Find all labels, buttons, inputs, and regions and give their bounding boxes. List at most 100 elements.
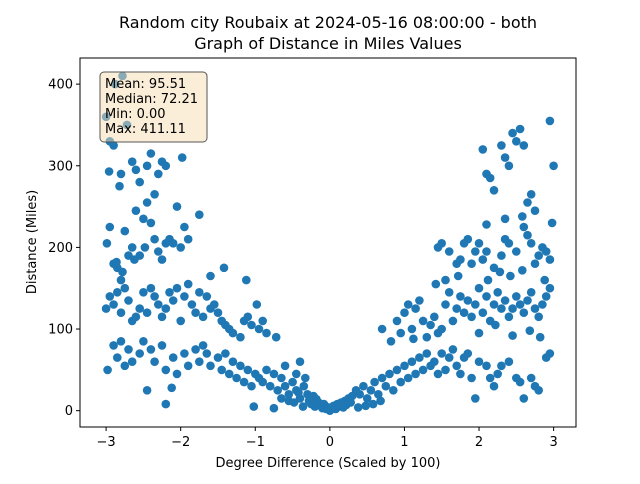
data-point [161, 365, 171, 375]
stats-box: Mean: 95.51 Median: 72.21 Min: 0.00 Max:… [99, 71, 208, 143]
data-point [433, 369, 443, 379]
data-point [471, 247, 480, 256]
data-point [243, 312, 253, 322]
data-point [407, 324, 417, 334]
data-point [127, 243, 137, 252]
data-point [146, 149, 156, 158]
data-point [493, 288, 503, 297]
data-point [534, 386, 543, 395]
data-point [116, 308, 126, 318]
data-point [118, 267, 127, 277]
data-point [243, 365, 253, 375]
data-point [463, 234, 473, 244]
data-point [530, 304, 540, 313]
data-point [277, 394, 286, 403]
data-point [361, 401, 371, 411]
data-point [467, 259, 476, 269]
data-point [409, 334, 418, 344]
x-axis-ticks: −3 −2 −1 0 1 2 3 [97, 427, 558, 450]
data-point [124, 345, 133, 354]
data-point [504, 239, 514, 248]
data-point [292, 369, 301, 379]
data-point [183, 361, 193, 371]
data-point [478, 145, 488, 154]
data-point [545, 116, 555, 126]
data-point [430, 312, 439, 322]
data-point [135, 177, 144, 187]
data-point [549, 161, 558, 171]
data-point [252, 300, 262, 309]
x-tick-label: 0 [326, 435, 334, 450]
data-point [426, 320, 435, 330]
data-point [168, 353, 178, 362]
data-point [154, 169, 163, 179]
y-tick-label: 100 [48, 323, 73, 338]
data-point [526, 239, 536, 248]
data-point [109, 300, 118, 309]
data-point [519, 222, 529, 232]
data-point [497, 361, 506, 371]
data-point [444, 288, 454, 297]
data-point [142, 161, 152, 171]
data-point [239, 377, 249, 387]
data-point [142, 308, 152, 318]
data-point [168, 296, 178, 305]
data-point [463, 296, 473, 305]
data-point [392, 316, 402, 326]
data-point [489, 300, 499, 309]
data-point [102, 239, 112, 248]
data-point [295, 357, 305, 367]
data-point [515, 124, 525, 134]
data-point [139, 337, 148, 346]
chart-title-line2: Graph of Distance in Miles Values [194, 34, 462, 53]
data-point [180, 349, 189, 358]
data-point [489, 381, 499, 391]
data-point [219, 263, 229, 273]
y-axis-label: Distance (Miles) [25, 190, 40, 294]
data-point [177, 153, 187, 162]
data-points [101, 71, 558, 416]
data-point [236, 361, 245, 371]
data-point [407, 357, 417, 367]
x-tick-label: −3 [97, 435, 116, 450]
data-point [355, 390, 365, 399]
data-point [157, 341, 167, 350]
data-point [519, 141, 529, 150]
data-point [497, 141, 506, 150]
data-point [482, 220, 491, 229]
data-point [489, 186, 499, 195]
data-point [116, 275, 126, 285]
x-tick-label: −1 [246, 435, 265, 450]
data-point [217, 365, 226, 375]
data-point [359, 381, 368, 391]
data-point [139, 214, 148, 224]
data-point [269, 369, 279, 379]
data-point [103, 365, 112, 375]
data-point [452, 361, 462, 371]
data-point [431, 279, 441, 289]
data-point [172, 283, 182, 293]
data-point [403, 300, 413, 309]
data-point [157, 255, 167, 264]
data-point [491, 320, 500, 330]
stats-max: Max: 411.11 [105, 122, 186, 137]
data-point [545, 255, 555, 264]
data-point [247, 381, 256, 391]
y-tick-label: 200 [48, 241, 73, 256]
stats-mean: Mean: 95.51 [105, 77, 186, 92]
data-point [508, 128, 517, 138]
data-point [541, 247, 551, 256]
data-point [109, 141, 118, 150]
data-point [448, 316, 458, 326]
data-point [298, 402, 308, 411]
data-point [288, 377, 297, 387]
data-point [441, 365, 450, 375]
data-point [269, 403, 279, 413]
data-point [262, 328, 271, 338]
data-point [400, 361, 409, 371]
data-point [150, 292, 159, 301]
data-point [265, 381, 275, 391]
data-point [150, 190, 159, 199]
data-point [444, 353, 454, 362]
data-point [444, 247, 454, 256]
